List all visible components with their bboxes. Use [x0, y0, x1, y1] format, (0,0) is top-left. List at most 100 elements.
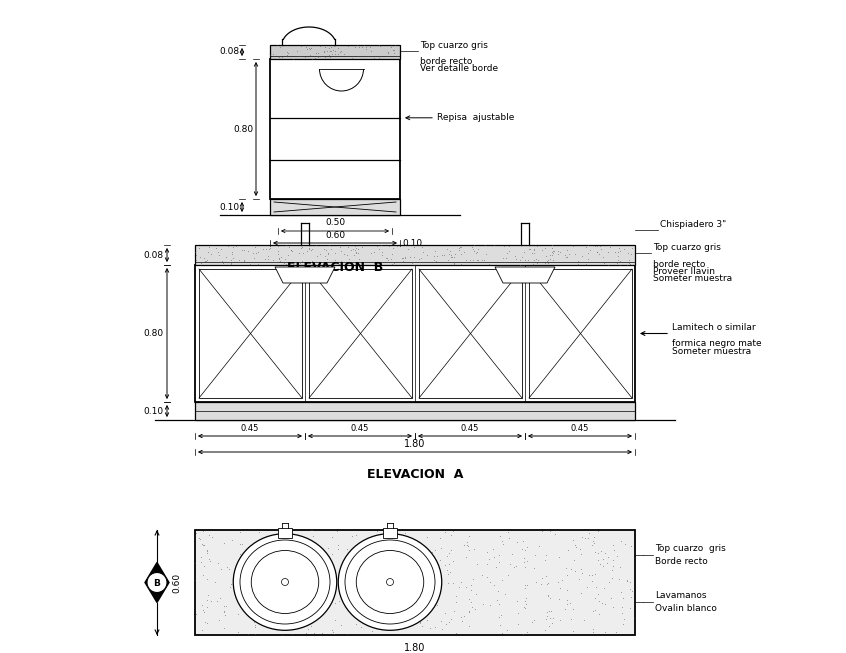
Point: [257, 547, 271, 558]
Point: [599, 599, 613, 609]
Point: [291, 51, 305, 61]
Point: [352, 244, 365, 254]
Point: [310, 52, 324, 62]
Point: [441, 564, 454, 575]
Point: [556, 575, 569, 585]
Point: [246, 588, 260, 599]
Point: [479, 249, 492, 260]
Point: [624, 577, 637, 587]
Point: [373, 585, 387, 596]
Point: [371, 526, 384, 537]
Point: [371, 579, 384, 590]
Point: [586, 624, 600, 634]
Point: [323, 52, 337, 62]
Point: [276, 629, 289, 640]
Point: [305, 525, 318, 535]
Point: [586, 627, 600, 637]
Point: [196, 526, 210, 537]
Point: [333, 255, 347, 266]
Point: [440, 551, 453, 562]
Point: [189, 558, 202, 568]
Point: [203, 556, 217, 566]
Point: [467, 246, 481, 257]
Point: [212, 558, 225, 568]
Point: [305, 259, 319, 270]
Point: [241, 629, 255, 639]
Point: [581, 248, 595, 259]
Point: [569, 540, 582, 550]
Point: [382, 46, 395, 57]
Text: 0.10: 0.10: [144, 407, 164, 415]
Point: [467, 544, 481, 554]
Point: [518, 247, 531, 257]
Point: [611, 247, 624, 257]
Point: [327, 591, 341, 601]
Point: [258, 257, 272, 268]
Point: [198, 616, 212, 627]
Point: [586, 536, 600, 547]
Point: [369, 259, 382, 270]
Point: [201, 618, 214, 628]
Point: [215, 257, 228, 268]
Point: [613, 256, 626, 266]
Point: [371, 241, 384, 251]
Point: [503, 240, 516, 251]
Point: [516, 628, 530, 639]
Point: [326, 48, 339, 59]
Point: [419, 567, 432, 577]
Point: [282, 604, 295, 614]
Point: [560, 595, 574, 605]
Point: [596, 252, 609, 263]
Point: [462, 605, 475, 616]
Point: [323, 46, 337, 56]
Point: [369, 578, 382, 588]
Point: [305, 531, 319, 541]
Point: [196, 605, 210, 615]
Point: [427, 591, 441, 601]
Point: [541, 591, 555, 601]
Point: [304, 43, 317, 54]
Point: [354, 556, 368, 566]
Point: [598, 548, 612, 558]
Point: [376, 543, 389, 553]
Text: 0.45: 0.45: [351, 424, 369, 433]
Point: [259, 571, 272, 582]
Point: [334, 46, 348, 56]
Point: [273, 607, 287, 617]
Point: [541, 590, 555, 600]
Point: [301, 538, 315, 549]
Point: [314, 567, 327, 577]
Point: [591, 526, 605, 537]
Point: [189, 249, 202, 260]
Point: [247, 253, 261, 263]
Point: [621, 576, 634, 586]
Point: [217, 607, 231, 617]
Point: [585, 569, 598, 580]
Point: [447, 257, 460, 268]
Point: [470, 248, 483, 259]
Point: [365, 626, 379, 637]
Point: [426, 550, 439, 560]
Point: [402, 244, 415, 255]
Point: [412, 562, 426, 572]
Point: [278, 560, 292, 571]
Point: [381, 51, 394, 61]
Point: [201, 590, 215, 601]
Point: [610, 627, 624, 637]
Point: [518, 583, 531, 594]
Point: [611, 255, 624, 265]
Point: [288, 606, 302, 616]
Point: [278, 254, 292, 264]
Point: [232, 627, 245, 637]
Point: [624, 592, 638, 602]
Point: [281, 249, 294, 260]
Point: [218, 610, 232, 620]
Point: [547, 248, 560, 259]
Point: [371, 597, 385, 607]
Point: [540, 614, 553, 624]
Point: [588, 605, 602, 615]
Point: [349, 244, 362, 254]
Point: [201, 548, 214, 558]
Point: [511, 608, 525, 618]
Bar: [270, 45, 400, 59]
